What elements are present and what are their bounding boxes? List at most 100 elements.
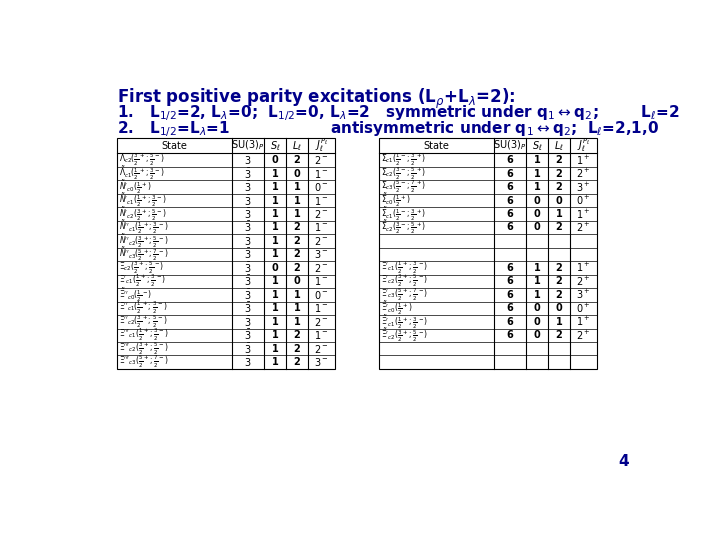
Text: 1: 1 [272,222,279,232]
Text: $2^+$: $2^+$ [576,167,590,180]
Text: 1: 1 [534,168,541,179]
Text: 1: 1 [272,303,279,313]
Text: 1: 1 [534,276,541,286]
Text: $3^-$: $3^-$ [314,356,328,368]
Text: 2: 2 [556,276,562,286]
Text: $\bar{3}$: $\bar{3}$ [244,355,252,369]
Text: 6: 6 [507,182,513,192]
Text: 1: 1 [556,209,562,219]
Text: $1^-$: $1^-$ [314,275,328,287]
Text: 1: 1 [272,290,279,300]
Text: $0^-$: $0^-$ [314,181,328,193]
Text: $\Xi'''_{c2}(\frac{3}{2}^+;\frac{5}{2}^-)$: $\Xi'''_{c2}(\frac{3}{2}^+;\frac{5}{2}^-… [120,341,169,357]
Text: $\tilde{N}''_{c3}(\frac{5}{2}^+;\frac{7}{2}^-)$: $\tilde{N}''_{c3}(\frac{5}{2}^+;\frac{7}… [120,246,169,263]
Text: 1: 1 [272,276,279,286]
Text: $\tilde{N}'_{c0}(\frac{1}{2}^+)$: $\tilde{N}'_{c0}(\frac{1}{2}^+)$ [120,178,152,196]
Text: $2^-$: $2^-$ [314,343,328,355]
Text: $0^-$: $0^-$ [314,289,328,301]
Text: $1^-$: $1^-$ [314,167,328,180]
Text: 2.   L$_{1/2}$=L$_\lambda$=1: 2. L$_{1/2}$=L$_\lambda$=1 [117,119,230,139]
Text: 1: 1 [272,317,279,327]
Text: 6: 6 [507,290,513,300]
Text: 2: 2 [556,330,562,340]
Text: $J^{P_\ell}_\ell$: $J^{P_\ell}_\ell$ [577,137,590,154]
Text: $\Sigma_{c3}(\frac{5}{2}^-;\frac{7}{2}^+)$: $\Sigma_{c3}(\frac{5}{2}^-;\frac{7}{2}^+… [382,179,427,195]
Text: antisymmetric under q$_1$$\leftrightarrow$q$_2$;  L$_\ell$=2,1,0: antisymmetric under q$_1$$\leftrightarro… [330,119,660,138]
Bar [117,138,335,369]
Text: $\bar{3}$: $\bar{3}$ [244,247,252,261]
Text: $1^-$: $1^-$ [314,302,328,314]
Text: $L_\ell$: $L_\ell$ [554,139,564,152]
Text: $\Xi'_{c2}(\frac{3}{2}^+;\frac{5}{2}^-)$: $\Xi'_{c2}(\frac{3}{2}^+;\frac{5}{2}^-)$ [382,273,428,289]
Text: 2: 2 [294,249,300,259]
Text: $\tilde{\Sigma}_{c2}(\frac{3}{2}^-;\frac{5}{2}^+)$: $\tilde{\Sigma}_{c2}(\frac{3}{2}^-;\frac… [382,219,427,236]
Text: 2: 2 [294,357,300,367]
Text: $\Xi'_{c1}(\frac{1}{2}^+;\frac{3}{2}^-)$: $\Xi'_{c1}(\frac{1}{2}^+;\frac{3}{2}^-)$ [382,260,428,276]
Text: 4: 4 [618,454,629,469]
Text: $\bar{3}$: $\bar{3}$ [244,180,252,194]
Text: 1: 1 [272,330,279,340]
Text: 2: 2 [556,290,562,300]
Text: 1: 1 [294,182,300,192]
Text: 1: 1 [556,317,562,327]
Text: 6: 6 [507,276,513,286]
Text: 1.   L$_{1/2}$=2, L$_\lambda$=0;  L$_{1/2}$=0, L$_\lambda$=2   symmetric under q: 1. L$_{1/2}$=2, L$_\lambda$=0; L$_{1/2}$… [117,103,680,123]
Text: $\bar{3}$: $\bar{3}$ [244,288,252,302]
Text: $\bar{3}$: $\bar{3}$ [244,193,252,207]
Text: $1^+$: $1^+$ [576,153,590,167]
Text: $1^-$: $1^-$ [314,221,328,233]
Text: $\tilde{\Xi}'_{c0}(\frac{1}{2}^+)$: $\tilde{\Xi}'_{c0}(\frac{1}{2}^+)$ [382,300,413,317]
Text: $S_\ell$: $S_\ell$ [270,139,281,152]
Text: $3^+$: $3^+$ [576,288,590,301]
Text: $\tilde{\Xi}''_{c0}(\frac{1}{2}^-)$: $\tilde{\Xi}''_{c0}(\frac{1}{2}^-)$ [120,286,153,303]
Text: 2: 2 [294,330,300,340]
Text: 0: 0 [534,317,541,327]
Text: $2^-$: $2^-$ [314,262,328,274]
Text: $\Sigma_{c2}(\frac{3}{2}^-;\frac{5}{2}^+)$: $\Sigma_{c2}(\frac{3}{2}^-;\frac{5}{2}^+… [382,165,427,181]
Text: 0: 0 [534,303,541,313]
Text: 0: 0 [294,276,300,286]
Text: 1: 1 [294,290,300,300]
Text: 1: 1 [272,168,279,179]
Text: State: State [423,140,449,151]
Text: 2: 2 [294,222,300,232]
Text: 1: 1 [534,155,541,165]
Text: 1: 1 [294,303,300,313]
Text: $\bar{3}$: $\bar{3}$ [244,328,252,342]
Text: 6: 6 [507,263,513,273]
Text: 1: 1 [534,182,541,192]
Text: $\Xi'_{c1}(\frac{1}{2}^+;\frac{3}{2}^-)$: $\Xi'_{c1}(\frac{1}{2}^+;\frac{3}{2}^-)$ [120,273,166,289]
Text: $\Xi'_{c3}(\frac{5}{2}^+;\frac{7}{2}^-)$: $\Xi'_{c3}(\frac{5}{2}^+;\frac{7}{2}^-)$ [382,287,428,303]
Text: 2: 2 [556,168,562,179]
Text: 1: 1 [272,195,279,206]
Text: 6: 6 [507,303,513,313]
Text: $2^-$: $2^-$ [314,154,328,166]
Text: 1: 1 [294,195,300,206]
Text: $\bar{3}$: $\bar{3}$ [244,342,252,356]
Text: 0: 0 [272,155,279,165]
Text: 0: 0 [272,263,279,273]
Text: 6: 6 [507,209,513,219]
Text: $\bar{3}$: $\bar{3}$ [244,301,252,315]
Text: $S_\ell$: $S_\ell$ [532,139,542,152]
Text: 0: 0 [534,195,541,206]
Text: $1^+$: $1^+$ [576,315,590,328]
Text: $\Lambda_{c2}(\frac{3}{2}^+;\frac{5}{2}^-)$: $\Lambda_{c2}(\frac{3}{2}^+;\frac{5}{2}^… [120,152,165,168]
Text: $1^-$: $1^-$ [314,329,328,341]
Text: State: State [161,140,187,151]
Text: $\tilde{\Xi}'_{c1}(\frac{1}{2}^+;\frac{3}{2}^-)$: $\tilde{\Xi}'_{c1}(\frac{1}{2}^+;\frac{3… [382,313,428,330]
Text: $2^-$: $2^-$ [314,235,328,247]
Text: 2: 2 [556,155,562,165]
Text: 1: 1 [294,209,300,219]
Text: 6: 6 [507,195,513,206]
Text: $0^+$: $0^+$ [576,194,590,207]
Text: 1: 1 [294,317,300,327]
Text: $\bar{3}$: $\bar{3}$ [244,234,252,248]
Text: 2: 2 [556,263,562,273]
Text: 0: 0 [294,168,300,179]
Text: $\tilde{N}'_{c1}(\frac{1}{2}^+;\frac{3}{2}^-)$: $\tilde{N}'_{c1}(\frac{1}{2}^+;\frac{3}{… [120,192,168,209]
Text: $\tilde{\Xi}'_{c2}(\frac{3}{2}^+;\frac{5}{2}^-)$: $\tilde{\Xi}'_{c2}(\frac{3}{2}^+;\frac{5… [382,327,428,344]
Text: 0: 0 [534,222,541,232]
Text: SU(3)$_P$: SU(3)$_P$ [231,139,265,152]
Text: 0: 0 [534,209,541,219]
